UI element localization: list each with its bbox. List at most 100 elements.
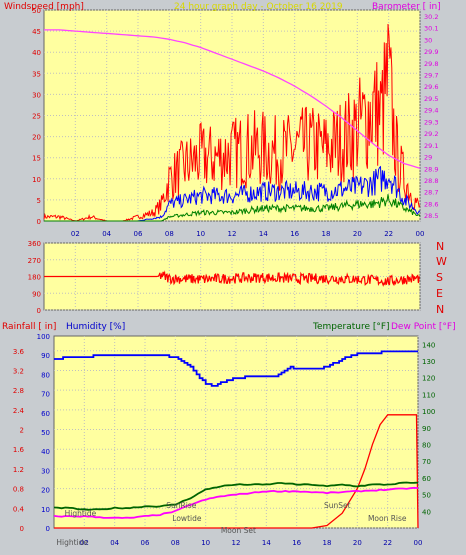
top-left-tick-label: 30	[32, 91, 41, 99]
temperature-ticks: 40 50 60 70 80 90 100 110 120 130 140	[422, 341, 435, 516]
top-x-tick-label: 16	[290, 230, 299, 238]
direction-letter-e: E	[436, 287, 443, 300]
top-x-tick-label: 18	[322, 230, 331, 238]
top-x-tick-label: 04	[102, 230, 111, 238]
direction-letter-s: S	[436, 271, 443, 284]
windspeed-axis-title: Windspeed [mph]	[4, 2, 84, 12]
bottom-x-tick-label: 04	[110, 539, 119, 547]
humidity-tick-label: 90	[41, 352, 50, 360]
top-left-tick-label: 50	[32, 7, 41, 15]
top-right-tick-label: 29.6	[424, 83, 438, 91]
event-label: SunRise	[166, 501, 196, 510]
rainfall-axis-title: Rainfall [ in]	[2, 322, 56, 332]
top-right-tick-label: 28.7	[424, 189, 438, 197]
rainfall-line	[54, 414, 419, 529]
bottom-x-tick-label: 12	[232, 539, 241, 547]
top-left-tick-label: 40	[32, 49, 41, 57]
top-right-tick-label: 30	[424, 36, 432, 44]
top-left-tick-label: 5	[37, 197, 41, 205]
top-right-tick-label: 29.7	[424, 71, 438, 79]
barometer-axis-title: Barometer [ in]	[372, 2, 441, 12]
top-right-tick-label: 30.2	[424, 13, 438, 21]
temperature-tick-label: 100	[422, 408, 435, 416]
top-x-tick-label: 10	[196, 230, 205, 238]
event-label: Moon Set	[221, 526, 256, 535]
rain-tick-label: 1.6	[13, 446, 25, 454]
temperature-tick-label: 70	[422, 458, 431, 466]
dew-point-line	[53, 486, 419, 519]
top-left-tick-label: 15	[32, 155, 41, 163]
mid-series	[44, 270, 420, 287]
top-right-tick-label: 29.8	[424, 60, 438, 68]
mid-ticks: 0 90 180 270 360	[28, 240, 41, 315]
bottom-x-tick-label: 08	[171, 539, 180, 547]
event-label: Lowtide	[172, 514, 202, 523]
bottom-x-ticks: 02 04 06 08 10 12 14 16 18 20 22 00	[80, 539, 423, 547]
temperature-tick-label: 130	[422, 358, 435, 366]
top-right-tick-label: 30.1	[424, 25, 438, 33]
top-right-tick-label: 29.3	[424, 118, 438, 126]
mid-tick-label: 360	[28, 240, 41, 248]
bottom-x-tick-label: 20	[353, 539, 362, 547]
direction-letter-w: W	[436, 255, 447, 268]
humidity-line	[54, 350, 418, 387]
top-right-ticks: 28.5 28.6 28.7 28.8 28.9 29 29.1 29.2 29.3 29.4 29…	[424, 13, 438, 220]
top-left-tick-label: 35	[32, 70, 41, 78]
rain-tick-label: 0.4	[13, 505, 25, 513]
temperature-tick-label: 80	[422, 442, 431, 450]
bottom-x-tick-label: 18	[323, 539, 332, 547]
top-right-tick-label: 29.4	[424, 107, 438, 115]
top-left-tick-label: 45	[32, 28, 41, 36]
rain-tick-label: 1.2	[13, 466, 24, 474]
top-right-tick-label: 28.9	[424, 165, 438, 173]
direction-letter-n1: N	[436, 240, 444, 253]
top-x-tick-label: 12	[228, 230, 237, 238]
top-right-tick-label: 29	[424, 154, 432, 162]
astronomical-events: Hightide Lowtide SunRise Moon Set SunSet Moon…	[56, 501, 407, 547]
humidity-tick-label: 80	[41, 371, 50, 379]
top-x-ticks: 02 04 06 08 10 12 14 16 18 20 22 00	[71, 230, 425, 238]
wind-direction-line	[44, 270, 420, 287]
bottom-x-tick-label: 06	[141, 539, 150, 547]
temperature-tick-label: 140	[422, 341, 435, 349]
top-right-tick-label: 29.5	[424, 95, 438, 103]
humidity-tick-label: 70	[41, 391, 50, 399]
bottom-x-tick-label: 00	[414, 539, 423, 547]
chart-title: 24 hour graph day - October 16 2019	[174, 2, 343, 12]
top-right-tick-label: 29.2	[424, 130, 438, 138]
temperature-tick-label: 120	[422, 375, 435, 383]
humidity-tick-label: 60	[41, 410, 50, 418]
top-x-tick-label: 06	[134, 230, 143, 238]
top-left-ticks: 0 5 10 15 20 25 30 35 40 45 50	[32, 7, 41, 226]
top-x-tick-label: 22	[384, 230, 393, 238]
bottom-x-tick-label: 10	[201, 539, 210, 547]
rain-tick-label: 3.2	[13, 367, 24, 375]
top-right-tick-label: 29.1	[424, 142, 438, 150]
event-label: Hightide	[56, 538, 88, 547]
top-right-tick-label: 28.8	[424, 177, 438, 185]
dew-point-axis-title: Dew Point [°F]	[391, 322, 456, 332]
humidity-tick-label: 40	[41, 448, 50, 456]
temperature-line	[53, 481, 419, 511]
mid-tick-label: 0	[37, 307, 41, 315]
top-left-tick-label: 25	[32, 113, 41, 121]
rain-ticks: 0 0.4 0.8 1.2 1.6 2 2.4 2.8 3.2 3.6	[13, 348, 25, 533]
bottom-x-tick-label: 02	[80, 539, 89, 547]
humidity-tick-label: 50	[41, 429, 50, 437]
temperature-tick-label: 110	[422, 391, 435, 399]
bottom-series	[53, 350, 419, 529]
rain-tick-label: 2.4	[13, 407, 25, 415]
rain-tick-label: 0	[20, 525, 24, 533]
top-x-tick-label: 08	[165, 230, 174, 238]
top-left-tick-label: 10	[32, 176, 41, 184]
mid-tick-label: 180	[28, 274, 41, 282]
rain-tick-label: 0.8	[13, 486, 24, 494]
top-x-tick-label: 20	[353, 230, 362, 238]
rain-tick-label: 3.6	[13, 348, 25, 356]
top-left-tick-label: 0	[37, 218, 41, 226]
bottom-x-tick-label: 16	[292, 539, 301, 547]
barometer-line	[44, 29, 421, 169]
top-series-min-windspeed	[44, 194, 421, 222]
top-right-tick-label: 28.6	[424, 200, 438, 208]
